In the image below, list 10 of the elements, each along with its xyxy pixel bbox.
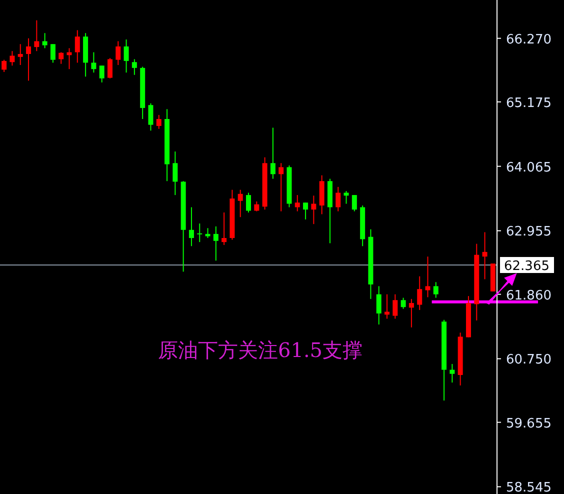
y-tick-label: 62.955 xyxy=(506,224,552,240)
y-tick-label: 65.175 xyxy=(506,96,552,111)
ref-line-label: 62.365 xyxy=(504,258,550,274)
y-tick-label: 58.545 xyxy=(506,480,552,494)
annotation: 原油下方关注61.5支撑 xyxy=(158,338,363,362)
y-tick-label: 66.270 xyxy=(506,32,552,48)
y-tick-label: 60.750 xyxy=(506,352,552,368)
y-tick-label: 61.860 xyxy=(506,288,552,304)
y-tick-label: 64.065 xyxy=(506,160,552,176)
y-tick-label: 59.655 xyxy=(506,416,552,432)
